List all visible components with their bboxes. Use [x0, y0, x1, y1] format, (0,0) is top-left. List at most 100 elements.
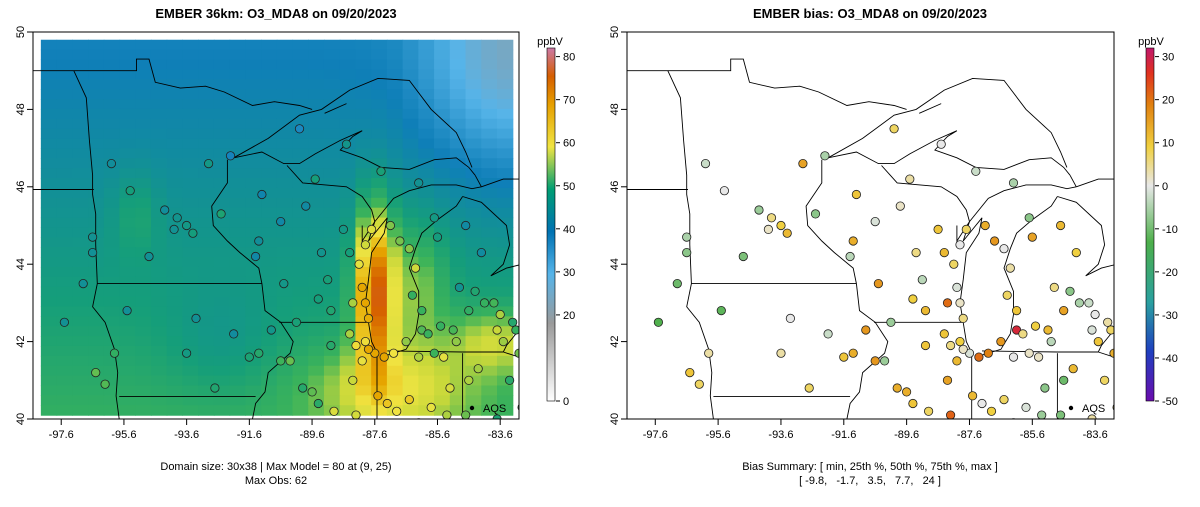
heatmap-cell: [245, 39, 262, 51]
left-x-tick-label: -91.6: [237, 429, 262, 441]
heatmap-cell: [386, 395, 404, 406]
right-site-marker: [1030, 321, 1041, 331]
heatmap-cell: [449, 385, 467, 396]
heatmap-cell: [292, 207, 309, 219]
heatmap-cell: [40, 286, 58, 298]
heatmap-cell: [418, 197, 435, 209]
heatmap-cell: [355, 227, 372, 238]
heatmap-cell: [198, 405, 215, 416]
heatmap-cell: [198, 306, 215, 317]
heatmap-cell: [150, 118, 168, 130]
heatmap-cell: [434, 385, 451, 396]
heatmap-cell: [339, 237, 357, 248]
heatmap-cell: [402, 276, 419, 288]
heatmap-cell: [418, 247, 435, 258]
heatmap-cell: [339, 197, 357, 209]
right-site-marker: [939, 329, 949, 339]
heatmap-cell: [88, 59, 105, 70]
heatmap-cell: [371, 89, 388, 100]
heatmap-cell: [166, 187, 184, 199]
heatmap-cell: [40, 118, 58, 130]
heatmap-cell: [434, 296, 451, 308]
heatmap-cell: [339, 276, 357, 288]
heatmap-cell: [402, 108, 419, 120]
heatmap-cell: [402, 138, 419, 150]
heatmap-cell: [481, 197, 498, 209]
left-legend-marker: [469, 405, 475, 411]
heatmap-cell: [245, 336, 262, 347]
right-site-marker: [892, 383, 902, 393]
heatmap-cell: [150, 49, 168, 61]
heatmap-cell: [371, 227, 388, 238]
heatmap-cell: [371, 385, 388, 396]
left-border-line: [33, 58, 313, 110]
heatmap-cell: [449, 276, 467, 288]
left-site-marker: [454, 282, 464, 292]
heatmap-cell: [292, 59, 309, 70]
heatmap-cell: [261, 138, 278, 150]
heatmap-cell: [465, 257, 482, 268]
right-footer-line-1: Bias Summary: [ min, 25th %, 50th %, 75t…: [742, 461, 998, 473]
left-site-marker: [169, 224, 179, 234]
heatmap-cell: [465, 385, 482, 396]
heatmap-cell: [386, 108, 404, 120]
heatmap-cell: [355, 118, 372, 130]
left-site-marker: [404, 244, 414, 254]
right-site-marker: [1056, 410, 1066, 419]
heatmap-cell: [371, 247, 388, 258]
left-plot-frame: [32, 31, 520, 420]
left-site-marker: [363, 313, 374, 323]
heatmap-cell: [88, 375, 105, 387]
heatmap-cell: [418, 79, 435, 90]
heatmap-cell: [119, 39, 136, 51]
heatmap-cell: [292, 345, 309, 357]
heatmap-cell: [213, 326, 231, 337]
right-site-marker: [1027, 232, 1037, 242]
right-site-marker: [1011, 418, 1016, 419]
heatmap-cell: [56, 355, 73, 367]
right-site-marker: [1090, 309, 1100, 320]
heatmap-cell: [182, 365, 199, 377]
right-site-marker: [653, 317, 664, 327]
heatmap-cell: [371, 118, 388, 130]
heatmap-cell: [497, 247, 514, 258]
heatmap-cell: [402, 59, 419, 70]
heatmap-cell: [119, 286, 136, 298]
heatmap-cell: [323, 89, 341, 100]
heatmap-cell: [198, 148, 215, 159]
heatmap-cell: [449, 365, 467, 377]
heatmap-cell: [323, 118, 341, 130]
left-site-marker: [489, 298, 499, 308]
heatmap-cell: [481, 316, 498, 327]
heatmap-cell: [119, 296, 136, 308]
left-site-marker: [225, 151, 236, 161]
heatmap-cell: [386, 227, 404, 238]
left-border-line: [522, 318, 535, 326]
heatmap-cell: [308, 276, 325, 288]
heatmap-cell: [261, 405, 278, 416]
heatmap-cell: [150, 138, 168, 150]
heatmap-cell: [355, 178, 372, 189]
heatmap-cell: [135, 217, 152, 229]
heatmap-cell: [292, 276, 309, 288]
heatmap-cell: [434, 118, 451, 130]
heatmap-cell: [56, 326, 73, 337]
heatmap-cell: [449, 118, 467, 130]
heatmap-cell: [135, 187, 152, 199]
left-y-tick-label: 46: [15, 181, 27, 193]
heatmap-cell: [418, 405, 435, 416]
heatmap-cell: [150, 395, 168, 406]
heatmap-cell: [371, 99, 388, 110]
heatmap-cell: [434, 345, 451, 357]
heatmap-cell: [465, 197, 482, 209]
heatmap-cell: [434, 178, 451, 189]
heatmap-cell: [182, 69, 199, 80]
right-site-marker: [1063, 426, 1071, 434]
heatmap-cell: [497, 178, 514, 189]
heatmap-cell: [386, 336, 404, 347]
heatmap-cell: [166, 178, 184, 189]
heatmap-cell: [292, 69, 309, 80]
right-site-marker: [1065, 286, 1075, 296]
heatmap-cell: [40, 99, 58, 110]
